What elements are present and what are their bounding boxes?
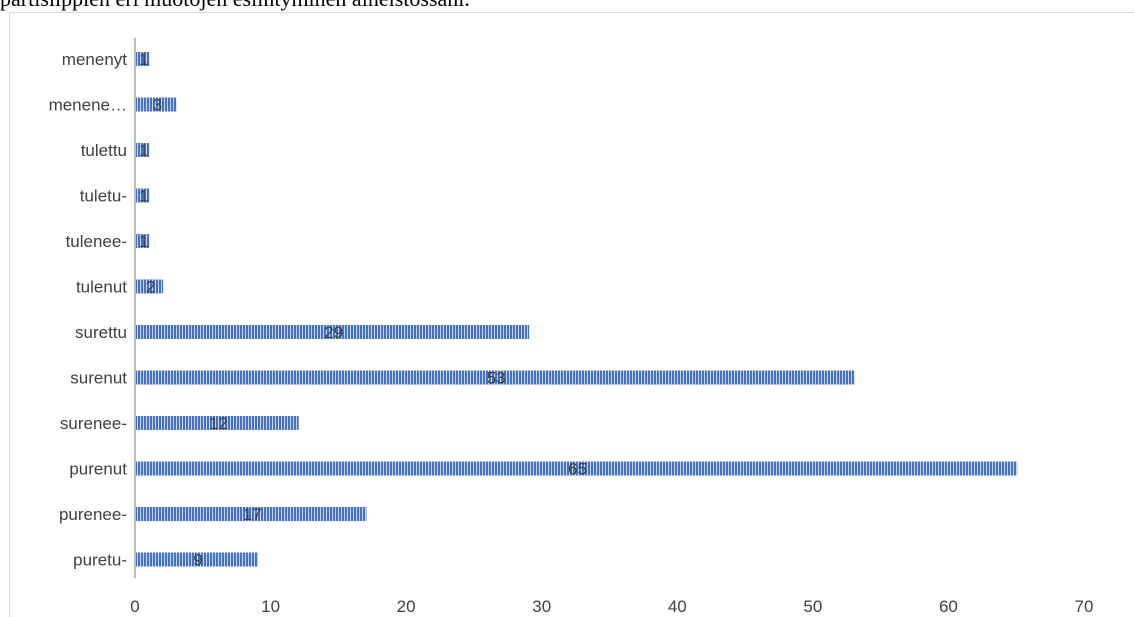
bar-tulenee- [136,234,150,248]
x-tick-label: 20 [397,597,416,616]
x-tick-label: 50 [803,597,822,616]
category-label: tulenee- [66,232,127,251]
x-tick-label: 60 [939,597,958,616]
x-axis-ticks: 0 10 20 30 40 50 60 70 [130,597,1093,616]
data-label: 9 [193,551,202,570]
data-label: 1 [139,232,148,251]
bar-menene- [136,97,177,112]
bar-tuletu- [136,188,150,203]
category-label: puretu- [73,551,127,570]
bar-surenee- [136,416,299,430]
x-tick-label: 40 [668,597,687,616]
bars-group [136,52,1018,567]
figure-caption: partisiippien eri muotojen esiintyminen … [0,0,1134,11]
category-label: tuletu- [80,187,127,206]
bar-menenyt [136,52,150,66]
chart-frame [9,12,1134,617]
bar-puretu- [136,552,259,567]
category-label: tulettu [81,141,127,160]
data-label: 1 [139,187,148,206]
data-label: 1 [139,141,148,160]
category-label: tulenut [76,278,127,297]
x-tick-label: 0 [130,597,139,616]
category-label: purenut [69,460,127,479]
data-label: 12 [209,414,228,433]
category-label: menenyt [62,50,127,69]
bar-surettu [136,325,530,339]
x-tick-label: 10 [261,597,280,616]
x-tick-label: 30 [532,597,551,616]
data-label: 17 [243,505,262,524]
data-label: 53 [487,369,506,388]
category-label: surenut [70,369,127,388]
bar-tulenut [136,279,164,294]
data-label: 65 [568,460,587,479]
bar-surenut [136,370,855,385]
bar-purenee- [136,507,367,521]
category-labels: menenyt menene… tulettu tuletu-tulenee-tule… [49,50,128,570]
bar-purenut [136,461,1018,476]
x-tick-label: 70 [1075,597,1094,616]
data-label: 29 [324,323,343,342]
data-label: 3 [153,96,162,115]
category-label: menene… [49,96,127,115]
data-label: 1 [139,50,148,69]
category-label: surettu [75,323,127,342]
category-label: surenee- [60,414,127,433]
category-label: purenee- [59,505,127,524]
data-label: 2 [146,278,155,297]
bar-tulettu [136,143,150,157]
